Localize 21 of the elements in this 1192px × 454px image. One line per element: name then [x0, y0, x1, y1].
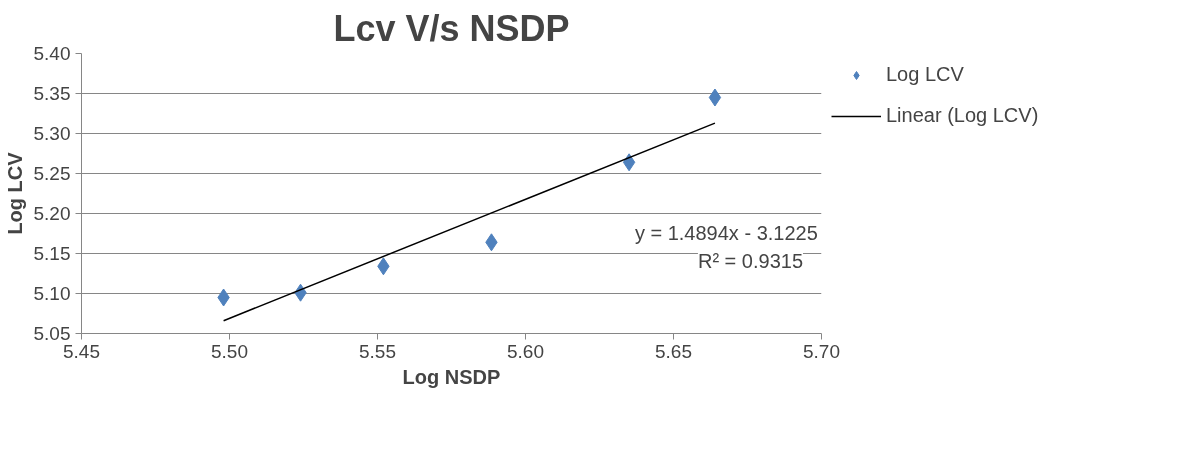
x-tick-label: 5.50 — [211, 340, 248, 362]
legend-label: Linear (Log LCV) — [886, 104, 1039, 127]
y-tick-label: 5.15 — [33, 243, 71, 264]
x-axis-title: Log NSDP — [402, 365, 501, 388]
chart-title: Lcv V/s NSDP — [333, 7, 570, 49]
point — [622, 153, 636, 172]
x-tick-label: 5.65 — [655, 340, 692, 362]
x-tick-label: 5.70 — [803, 340, 840, 362]
y-tick-label: 5.25 — [33, 163, 71, 184]
x-tick-label: 5.55 — [359, 340, 396, 362]
y-tick-label: 5.10 — [33, 283, 71, 304]
y-tick-label: 5.40 — [33, 43, 71, 64]
y-tick-label: 5.20 — [33, 203, 71, 224]
y-tick-label: 5.35 — [33, 83, 71, 104]
y-axis-title: Log LCV — [3, 151, 26, 235]
point — [708, 88, 722, 107]
legend-label: Log LCV — [886, 63, 964, 86]
annotation: y = 1.4894x - 3.1225 — [634, 221, 818, 244]
annotation: R² = 0.9315 — [697, 249, 804, 272]
y-tick-label: 5.30 — [33, 123, 71, 144]
x-tick-label: 5.60 — [507, 340, 544, 362]
